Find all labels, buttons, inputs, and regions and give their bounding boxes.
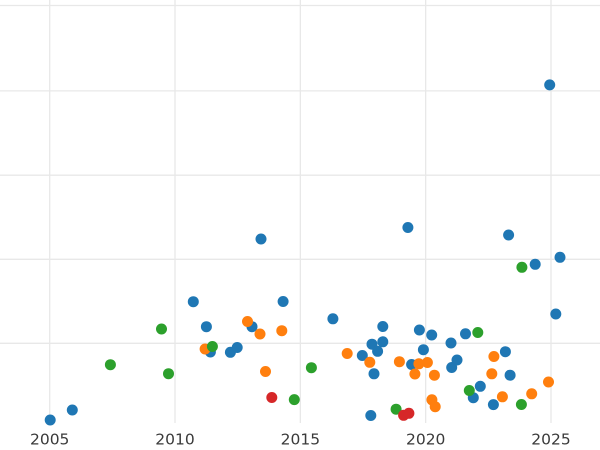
data-point: [409, 368, 421, 380]
data-point: [544, 79, 556, 91]
data-point: [486, 368, 498, 380]
data-point: [554, 251, 566, 263]
data-point: [254, 328, 266, 340]
data-point: [417, 344, 429, 356]
data-point: [463, 385, 475, 396]
data-point: [377, 336, 389, 348]
data-point: [356, 350, 368, 361]
data-point: [474, 380, 486, 392]
x-tick-label-2010: 2010: [155, 431, 194, 449]
x-tick-label-2025: 2025: [531, 431, 570, 449]
data-point: [277, 296, 289, 307]
data-point: [368, 368, 380, 380]
series-green: [104, 261, 528, 415]
data-point: [496, 391, 508, 403]
data-point: [403, 407, 415, 419]
data-point: [341, 348, 353, 359]
series-red: [266, 392, 415, 421]
data-point: [487, 399, 499, 411]
data-point: [460, 328, 471, 340]
data-point: [200, 321, 212, 333]
gridlines: [0, 0, 600, 423]
data-point: [421, 357, 433, 368]
data-point: [242, 316, 253, 327]
data-point: [377, 321, 389, 332]
data-point: [550, 308, 562, 320]
data-point: [516, 261, 528, 273]
x-tick-label-2015: 2015: [281, 431, 320, 449]
data-point: [372, 345, 384, 357]
data-point: [413, 324, 425, 336]
series-blue: [44, 79, 566, 426]
data-point: [488, 351, 500, 362]
data-point: [44, 414, 56, 426]
data-point: [445, 337, 457, 349]
x-tick-label-2020: 2020: [406, 431, 445, 449]
data-point: [327, 313, 339, 325]
data-point: [426, 329, 438, 341]
data-point: [260, 366, 271, 377]
data-point: [503, 229, 515, 241]
data-point: [276, 325, 288, 337]
data-point: [305, 362, 317, 374]
data-point: [255, 233, 267, 245]
data-point: [156, 323, 167, 335]
x-tick-label-2005: 2005: [30, 431, 69, 449]
data-point: [451, 354, 463, 366]
series-orange: [199, 316, 554, 413]
data-point: [104, 359, 116, 371]
data-point: [543, 376, 554, 388]
data-point: [231, 342, 243, 353]
data-point: [266, 392, 278, 403]
data-point: [504, 369, 516, 381]
data-point: [365, 410, 377, 421]
x-axis-tick-labels: 2005 2010 2015 2020 2025: [30, 431, 571, 449]
data-point: [288, 394, 300, 406]
data-point: [390, 403, 402, 415]
data-point: [163, 368, 174, 380]
data-point: [472, 327, 484, 338]
data-point: [402, 222, 414, 233]
data-point: [429, 401, 441, 413]
data-point: [66, 404, 78, 416]
data-point: [515, 399, 527, 410]
data-point: [364, 356, 376, 368]
data-point: [413, 358, 425, 370]
data-point: [206, 341, 218, 352]
data-point: [529, 258, 541, 270]
data-point: [187, 296, 199, 308]
data-point: [393, 356, 405, 368]
data-point: [428, 369, 440, 381]
data-point: [499, 346, 511, 358]
data-point: [526, 388, 538, 400]
